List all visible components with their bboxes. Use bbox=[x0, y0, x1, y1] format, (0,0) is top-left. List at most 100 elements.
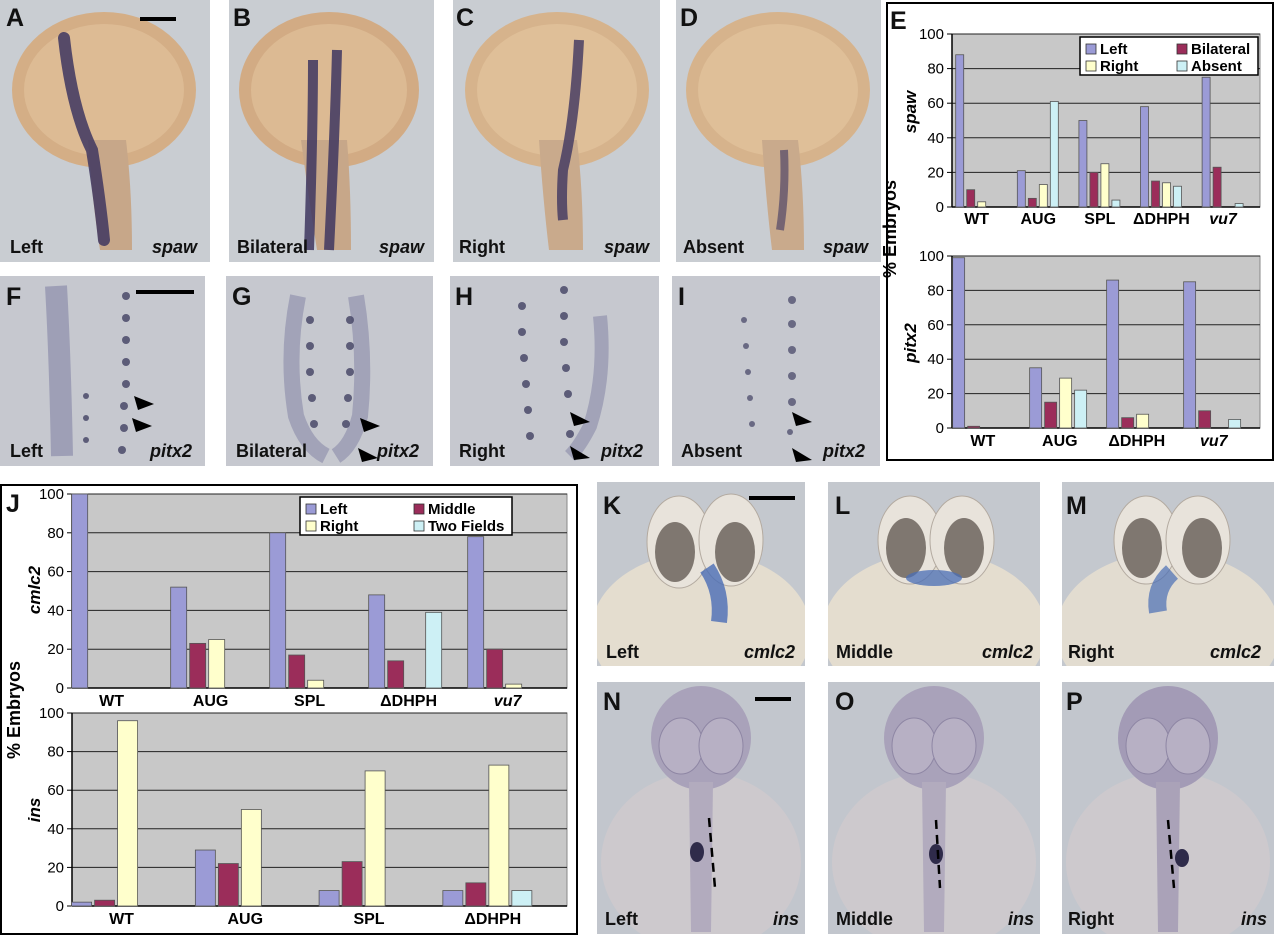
panel-c-image bbox=[453, 0, 660, 262]
panel-l-label: L bbox=[835, 492, 851, 520]
x-tick-label: SPL bbox=[294, 693, 325, 710]
panel-k-caption: Left bbox=[606, 642, 639, 662]
panel-g-gene: pitx2 bbox=[377, 441, 420, 461]
y-tick-label: 20 bbox=[47, 859, 64, 876]
panel-o-image bbox=[828, 682, 1040, 934]
panel-h-caption: Right bbox=[459, 441, 505, 461]
bar bbox=[442, 890, 464, 907]
legend-label: Right bbox=[320, 518, 358, 535]
panel-i-gene: pitx2 bbox=[823, 441, 866, 461]
panel-p-gene: ins bbox=[1241, 909, 1268, 929]
embryo-image-a bbox=[12, 12, 196, 250]
panel-d-image bbox=[676, 0, 881, 262]
x-tick-label: vu7 bbox=[494, 693, 523, 710]
bar bbox=[1106, 279, 1120, 429]
y-tick-label: 100 bbox=[39, 705, 64, 722]
panel-o-caption: Middle bbox=[836, 909, 893, 929]
panel-m-label: M bbox=[1066, 492, 1087, 520]
bar bbox=[1162, 182, 1171, 208]
panel-p-image bbox=[1062, 682, 1274, 934]
embryo-image-b bbox=[239, 12, 419, 251]
x-tick-label: ΔDHPH bbox=[464, 911, 521, 928]
panel-g-caption: Bilateral bbox=[236, 441, 308, 461]
bar bbox=[1151, 180, 1160, 208]
bar bbox=[170, 586, 188, 689]
y-tick-label: 20 bbox=[47, 641, 64, 658]
bar bbox=[465, 882, 487, 907]
embryo-image-k bbox=[597, 493, 805, 666]
panel-c-label: C bbox=[456, 4, 475, 32]
y-tick-label: 40 bbox=[927, 351, 944, 368]
y-tick-label: 0 bbox=[936, 199, 944, 216]
bar bbox=[955, 54, 965, 208]
bar bbox=[1173, 185, 1182, 208]
embryo-image-g bbox=[283, 294, 380, 464]
bar bbox=[71, 493, 89, 689]
legend-label: Right bbox=[1100, 58, 1138, 75]
bar bbox=[217, 863, 239, 907]
panel-a-label: A bbox=[6, 4, 25, 32]
panel-b-caption: Bilateral bbox=[237, 237, 309, 257]
panel-h-gene: pitx2 bbox=[601, 441, 644, 461]
bar bbox=[952, 257, 966, 429]
panel-k-image bbox=[597, 482, 805, 666]
bar bbox=[1100, 163, 1110, 208]
legend-swatch bbox=[413, 503, 425, 515]
bar bbox=[341, 861, 363, 907]
panel-c-caption: Right bbox=[459, 237, 505, 257]
panel-m-caption: Right bbox=[1068, 642, 1114, 662]
bar bbox=[1038, 184, 1048, 208]
y-tick-label: 0 bbox=[936, 420, 944, 437]
y-tick-label: 100 bbox=[919, 26, 944, 43]
y-tick-label: 60 bbox=[927, 317, 944, 334]
y-tick-label: 80 bbox=[927, 61, 944, 78]
bar bbox=[189, 642, 207, 689]
arrowhead-icons bbox=[132, 396, 154, 432]
panel-l-caption: Middle bbox=[836, 642, 893, 662]
panel-j-label: J bbox=[6, 490, 20, 518]
bar bbox=[1136, 413, 1150, 429]
panel-k-label: K bbox=[603, 492, 622, 520]
y-tick-label: 60 bbox=[47, 564, 64, 581]
panel-j-frame bbox=[0, 484, 578, 935]
y-axis-label: ins bbox=[25, 798, 44, 823]
bar bbox=[1198, 410, 1212, 429]
bar bbox=[425, 611, 443, 689]
x-tick-label: ΔDHPH bbox=[380, 693, 437, 710]
x-tick-label: WT bbox=[99, 693, 124, 710]
panel-f-label: F bbox=[6, 283, 22, 311]
panel-g-image bbox=[226, 276, 433, 466]
bar bbox=[71, 901, 92, 907]
x-tick-label: vu7 bbox=[1200, 433, 1229, 450]
y-tick-label: 80 bbox=[47, 525, 64, 542]
legend-swatch bbox=[1085, 60, 1097, 72]
scale-bar bbox=[749, 496, 795, 500]
legend-label: Left bbox=[1100, 41, 1128, 58]
bar bbox=[1212, 166, 1222, 208]
x-tick-label: ΔDHPH bbox=[1108, 433, 1165, 450]
panel-m-image bbox=[1062, 482, 1274, 666]
embryo-image-o bbox=[832, 686, 1036, 934]
bar bbox=[194, 849, 216, 907]
legend-label: Two Fields bbox=[428, 518, 504, 535]
y-tick-label: 100 bbox=[39, 486, 64, 503]
bar bbox=[467, 536, 485, 689]
panel-n-image bbox=[597, 682, 805, 934]
bar bbox=[1121, 417, 1135, 429]
legend-box bbox=[1079, 36, 1259, 76]
panel-o-label: O bbox=[835, 688, 855, 716]
bar bbox=[307, 679, 325, 689]
y-tick-label: 100 bbox=[919, 248, 944, 265]
panel-d-label: D bbox=[680, 4, 699, 32]
legend-swatch bbox=[305, 503, 317, 515]
embryo-image-h bbox=[518, 286, 609, 461]
y-tick-label: 40 bbox=[927, 130, 944, 147]
bar bbox=[318, 890, 340, 907]
legend-box bbox=[299, 496, 513, 536]
bar bbox=[1027, 197, 1037, 208]
panel-b-image bbox=[229, 0, 434, 262]
y-tick-label: 40 bbox=[47, 821, 64, 838]
x-tick-label: AUG bbox=[1042, 433, 1078, 450]
